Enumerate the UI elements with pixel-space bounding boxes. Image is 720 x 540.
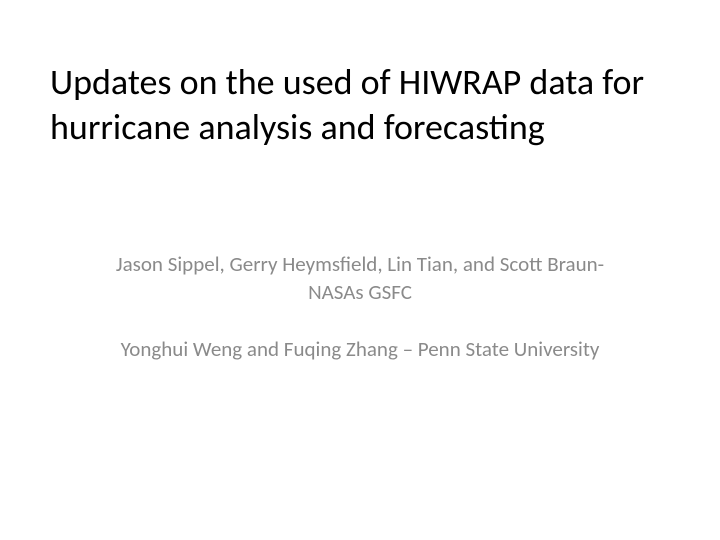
authors-nasa: Jason Sippel, Gerry Heymsfield, Lin Tian…: [90, 250, 630, 307]
slide-title: Updates on the used of HIWRAP data for h…: [50, 60, 670, 150]
authors-penn-state: Yonghui Weng and Fuqing Zhang – Penn Sta…: [90, 335, 630, 363]
authors-block: Jason Sippel, Gerry Heymsfield, Lin Tian…: [50, 250, 670, 363]
slide-container: Updates on the used of HIWRAP data for h…: [0, 0, 720, 540]
